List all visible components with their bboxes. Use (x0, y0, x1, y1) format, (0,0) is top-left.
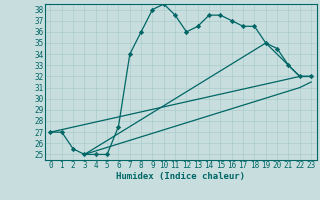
X-axis label: Humidex (Indice chaleur): Humidex (Indice chaleur) (116, 172, 245, 181)
